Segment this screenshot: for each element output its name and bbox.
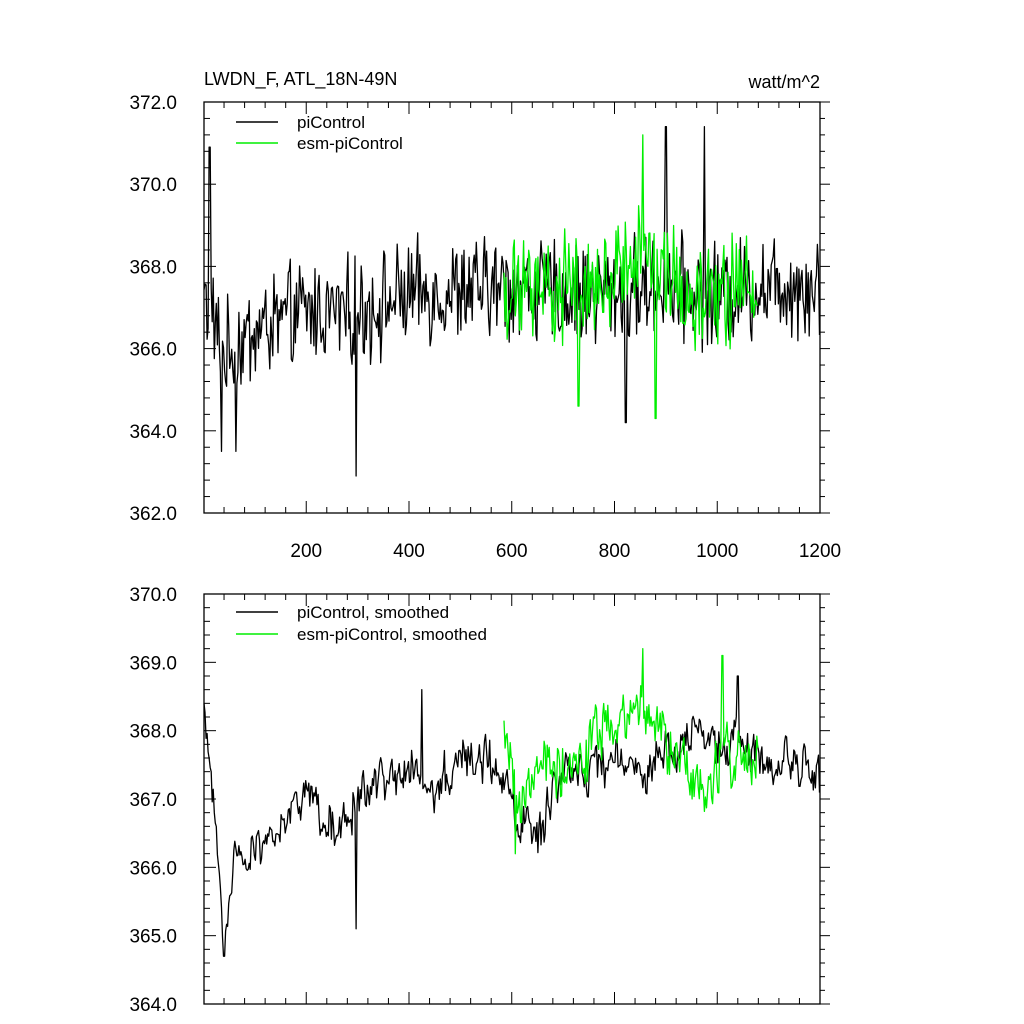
y-tick-label: 370.0 [129,585,177,606]
x-tick-label: 1000 [696,541,738,562]
top-series-layer [203,126,821,477]
legend-label-picontrol-smoothed: piControl, smoothed [297,603,449,622]
top-panel-units: watt/m^2 [748,72,820,92]
y-tick-label: 364.0 [129,995,177,1016]
top-panel: LWDN_F, ATL_18N-49N watt/m^2 362.0364.03… [129,69,841,562]
series-line-esm-picontrol-smoothed [503,648,759,855]
y-tick-label: 366.0 [129,858,177,879]
bottom-series-layer [203,648,821,957]
x-tick-label: 1200 [799,541,841,562]
x-tick-label: 800 [599,541,631,562]
legend-label-esm-picontrol: esm-piControl [297,134,403,153]
y-tick-label: 369.0 [129,653,177,674]
bottom-axis-ticks: 364.0 365.0 366.0 367.0 368.0 369.0 370.0 [129,585,830,1016]
legend-label-esm-picontrol-smoothed: esm-piControl, smoothed [297,625,487,644]
x-tick-label: 400 [393,541,425,562]
top-legend: piControl esm-piControl [236,113,403,153]
legend-label-picontrol: piControl [297,113,365,132]
y-tick-label: 370.0 [129,175,177,196]
bottom-legend: piControl, smoothed esm-piControl, smoot… [236,603,487,644]
top-panel-title: LWDN_F, ATL_18N-49N [204,69,397,90]
y-tick-label: 368.0 [129,722,177,743]
top-axis-ticks: 362.0 364.0 366.0 368.0 370.0 372.0 200 400 600 8… [129,93,841,562]
y-tick-label: 366.0 [129,340,177,361]
x-tick-label: 200 [290,541,322,562]
series-line-esm-picontrol [503,134,758,420]
y-tick-label: 362.0 [129,504,177,525]
y-tick-label: 367.0 [129,790,177,811]
series-line-picontrol-smoothed [203,675,821,957]
y-tick-label: 364.0 [129,422,177,443]
bottom-panel: 364.0 365.0 366.0 367.0 368.0 369.0 370.0 piCo… [129,585,830,1016]
y-tick-label: 368.0 [129,257,177,278]
y-tick-label: 365.0 [129,927,177,948]
y-tick-label: 372.0 [129,93,177,114]
x-tick-label: 600 [496,541,528,562]
